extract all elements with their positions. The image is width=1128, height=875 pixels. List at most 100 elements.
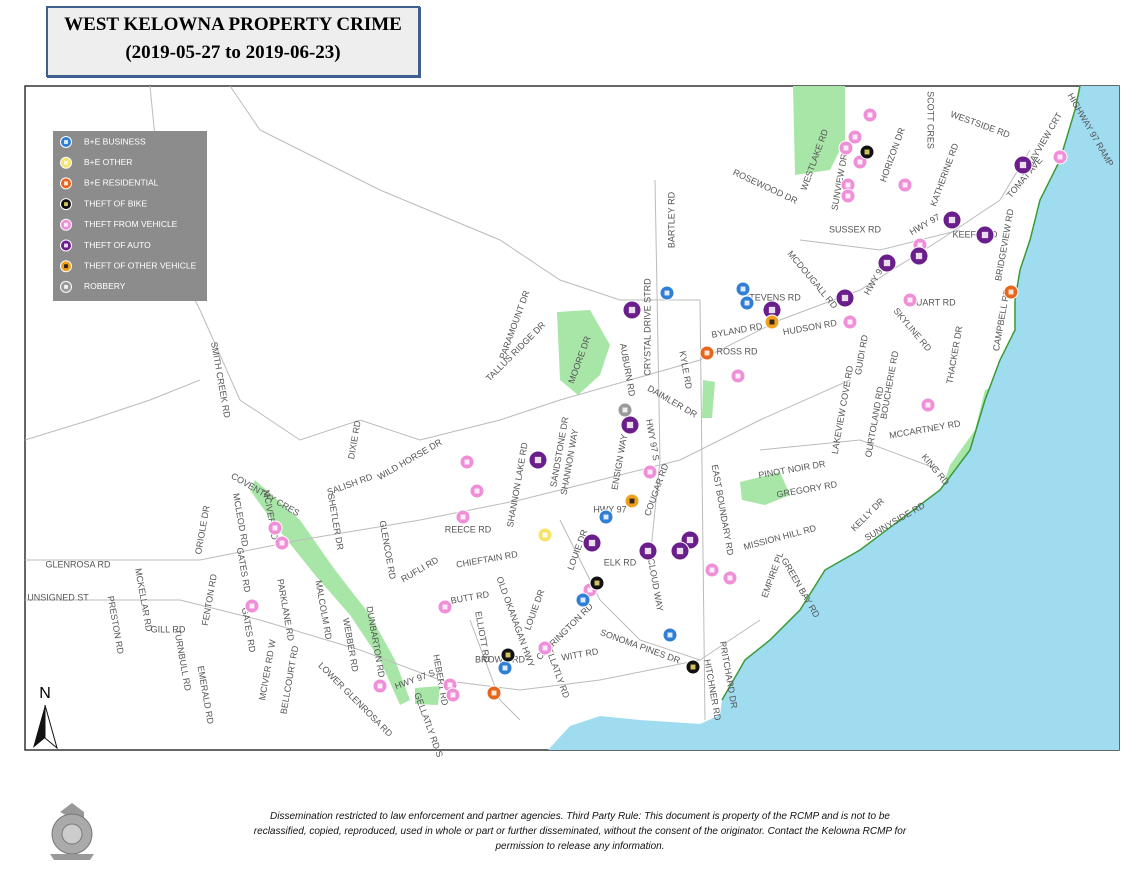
incident-icon <box>60 198 72 211</box>
icon-glyph <box>64 181 68 186</box>
icon-glyph <box>64 140 68 144</box>
icon-glyph <box>740 286 746 292</box>
icon-glyph <box>272 525 278 531</box>
icon-glyph <box>542 645 548 651</box>
legend-label: THEFT OF BIKE <box>84 198 147 208</box>
street-label: SUSSEX RD <box>829 224 882 234</box>
incident-icon <box>699 345 715 361</box>
incident-icon <box>60 156 72 169</box>
icon-glyph <box>628 306 636 314</box>
icon-glyph <box>442 604 448 610</box>
incident-icon <box>1013 155 1033 175</box>
street-label: CRYSTAL DRIVE STRD <box>642 278 652 376</box>
incident-icon <box>622 300 642 320</box>
street-label: BARTLEY RD <box>666 191 676 248</box>
icon-glyph <box>502 665 508 671</box>
icon-glyph <box>915 252 923 260</box>
legend: B+E BUSINESS B+E OTHER B+E RESIDENTIAL THEF… <box>53 131 207 301</box>
incident-icon <box>445 687 461 703</box>
icon-glyph <box>845 193 851 199</box>
incident-icon <box>1003 284 1019 300</box>
icon-glyph <box>644 547 652 555</box>
icon-glyph <box>867 112 873 118</box>
incident-icon <box>670 541 690 561</box>
icon-glyph <box>864 149 870 155</box>
icon-glyph <box>64 264 68 269</box>
incident-icon <box>537 527 553 543</box>
icon-glyph <box>981 231 989 239</box>
legend-label: B+E BUSINESS <box>84 136 146 146</box>
icon-glyph <box>1008 289 1014 295</box>
icon-glyph <box>667 632 673 638</box>
shoreline <box>721 85 1081 701</box>
incident-icon <box>372 678 388 694</box>
icon-glyph <box>845 182 851 188</box>
icon-glyph <box>64 202 68 207</box>
incident-icon <box>486 685 502 701</box>
incident-icon <box>497 660 513 676</box>
street-label: STEVENS RD <box>743 292 801 302</box>
icon-glyph <box>917 242 923 248</box>
incident-icon <box>840 177 856 193</box>
incident-icon <box>975 225 995 245</box>
street-label: SCOTT CRES <box>926 91 936 149</box>
legend-label: THEFT FROM VEHICLE <box>84 219 178 229</box>
icon-glyph <box>907 297 913 303</box>
street-label: REECE RD <box>445 524 492 534</box>
incident-icon <box>897 177 913 193</box>
north-arrow: N <box>33 685 58 750</box>
icon-glyph <box>948 216 956 224</box>
title-line: (2019-05-27 to 2019-06-23) <box>125 42 341 63</box>
icon-glyph <box>676 547 684 555</box>
icon-glyph <box>505 652 511 658</box>
title-box: WEST KELOWNA PROPERTY CRIME (2019-05-27 … <box>46 6 420 77</box>
icon-glyph <box>460 514 466 520</box>
title-line: WEST KELOWNA PROPERTY CRIME <box>64 14 402 35</box>
incident-icon <box>685 659 701 675</box>
legend-label: THEFT OF AUTO <box>84 240 151 250</box>
icon-glyph <box>857 159 863 165</box>
disclaimer-line: permission to release any information. <box>495 841 665 852</box>
incident-icon <box>437 599 453 615</box>
icon-glyph <box>768 306 776 314</box>
icon-glyph <box>534 456 542 464</box>
street-label: GILL RD <box>151 624 186 634</box>
icon-glyph <box>686 536 694 544</box>
incident-icon <box>838 140 854 156</box>
incident-icon <box>877 253 897 273</box>
incident-icon <box>1052 149 1068 165</box>
incident-icon <box>764 314 780 330</box>
icon-glyph <box>377 683 383 689</box>
incident-icon <box>598 509 614 525</box>
incident-icon <box>589 575 605 591</box>
street-label: BROWN RD <box>475 654 525 664</box>
icon-glyph <box>249 603 255 609</box>
incident-icon <box>60 239 72 252</box>
icon-glyph <box>474 488 480 494</box>
street-label: HWY 97 <box>593 504 626 514</box>
legend-label: THEFT OF OTHER VEHICLE <box>84 260 197 270</box>
incident-icon <box>582 533 602 553</box>
incident-icon <box>638 541 658 561</box>
roads <box>24 85 1031 721</box>
icon-glyph <box>925 402 931 408</box>
street-label: UNSIGNED ST <box>27 592 89 602</box>
disclaimer: Dissemination restricted to law enforcem… <box>200 809 960 854</box>
incident-icon <box>267 520 283 536</box>
incident-icon <box>459 454 475 470</box>
legend-label: B+E OTHER <box>84 157 132 167</box>
incident-icon <box>730 368 746 384</box>
street-label: STUART RD <box>904 297 956 307</box>
icon-glyph <box>1057 154 1063 160</box>
incident-icon <box>942 210 962 230</box>
incident-icon <box>842 314 858 330</box>
icon-glyph <box>852 134 858 140</box>
incident-icon <box>469 483 485 499</box>
incident-icon <box>620 415 640 435</box>
icon-glyph <box>587 587 593 593</box>
incident-icon <box>847 129 863 145</box>
incident-icon <box>244 598 260 614</box>
incident-icon <box>722 570 738 586</box>
incident-icon <box>500 647 516 663</box>
